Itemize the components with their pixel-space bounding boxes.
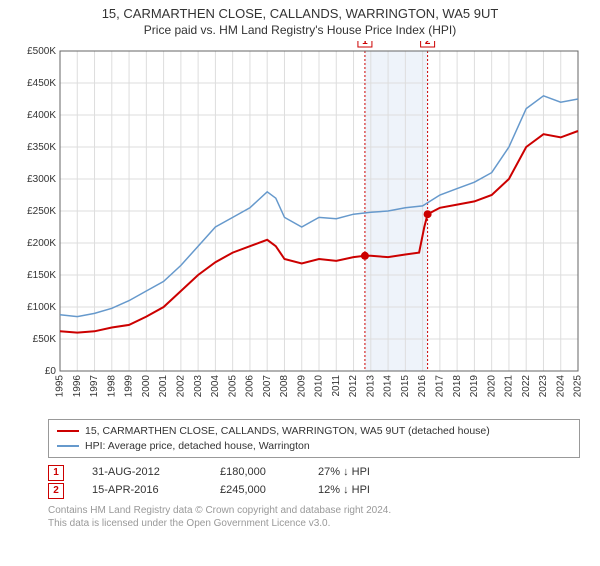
svg-text:£100K: £100K [27,302,56,313]
sale-price: £180,000 [220,464,290,482]
line-chart-svg: £0£50K£100K£150K£200K£250K£300K£350K£400… [18,41,588,411]
legend-swatch [57,445,79,447]
sale-row: 2 15-APR-2016 £245,000 12% ↓ HPI [48,482,580,500]
sale-hpi-diff: 27% ↓ HPI [318,464,408,482]
sale-badge: 2 [48,483,64,499]
svg-text:£350K: £350K [27,142,56,153]
svg-text:2018: 2018 [452,375,463,398]
svg-text:2009: 2009 [296,375,307,398]
sale-price: £245,000 [220,482,290,500]
svg-text:£300K: £300K [27,174,56,185]
svg-text:£500K: £500K [27,46,56,57]
legend-swatch [57,430,79,432]
svg-text:1: 1 [362,41,368,47]
chart-title: 15, CARMARTHEN CLOSE, CALLANDS, WARRINGT… [0,6,600,21]
svg-text:2015: 2015 [400,375,411,398]
legend-label: HPI: Average price, detached house, Warr… [85,439,310,454]
svg-text:2017: 2017 [435,375,446,398]
svg-text:2010: 2010 [314,375,325,398]
svg-text:2013: 2013 [365,375,376,398]
svg-text:1996: 1996 [72,375,83,398]
footer-line-1: Contains HM Land Registry data © Crown c… [48,504,580,517]
svg-text:1999: 1999 [124,375,135,398]
svg-text:2019: 2019 [469,375,480,398]
svg-text:2016: 2016 [417,375,428,398]
svg-text:1995: 1995 [55,375,66,398]
svg-text:£450K: £450K [27,78,56,89]
svg-text:1998: 1998 [106,375,117,398]
svg-text:2021: 2021 [504,375,515,398]
svg-text:1997: 1997 [89,375,100,398]
svg-text:2005: 2005 [227,375,238,398]
svg-text:2020: 2020 [486,375,497,398]
sale-badge: 1 [48,465,64,481]
footer-line-2: This data is licensed under the Open Gov… [48,517,580,530]
svg-text:2003: 2003 [193,375,204,398]
svg-text:2000: 2000 [141,375,152,398]
svg-text:2: 2 [425,41,431,47]
sale-date: 31-AUG-2012 [92,464,192,482]
sales-table: 1 31-AUG-2012 £180,000 27% ↓ HPI 2 15-APR-201… [48,464,580,499]
chart-plot-area: £0£50K£100K£150K£200K£250K£300K£350K£400… [18,41,588,411]
svg-text:£150K: £150K [27,270,56,281]
svg-text:2011: 2011 [331,375,342,397]
legend-box: 15, CARMARTHEN CLOSE, CALLANDS, WARRINGT… [48,419,580,458]
footer-attribution: Contains HM Land Registry data © Crown c… [48,504,580,530]
svg-text:2001: 2001 [158,375,169,398]
svg-text:2024: 2024 [555,375,566,398]
svg-text:2002: 2002 [176,375,187,398]
legend-label: 15, CARMARTHEN CLOSE, CALLANDS, WARRINGT… [85,424,490,439]
chart-subtitle: Price paid vs. HM Land Registry's House … [0,23,600,37]
svg-text:£250K: £250K [27,206,56,217]
svg-text:£400K: £400K [27,110,56,121]
svg-text:2004: 2004 [210,375,221,398]
svg-text:2025: 2025 [573,375,584,398]
svg-text:2023: 2023 [538,375,549,398]
svg-text:2006: 2006 [245,375,256,398]
legend-item: HPI: Average price, detached house, Warr… [57,439,571,454]
sale-row: 1 31-AUG-2012 £180,000 27% ↓ HPI [48,464,580,482]
svg-text:2007: 2007 [262,375,273,398]
sale-hpi-diff: 12% ↓ HPI [318,482,408,500]
sale-date: 15-APR-2016 [92,482,192,500]
svg-text:£200K: £200K [27,238,56,249]
svg-text:2012: 2012 [348,375,359,398]
legend-item: 15, CARMARTHEN CLOSE, CALLANDS, WARRINGT… [57,424,571,439]
svg-text:2008: 2008 [279,375,290,398]
svg-text:2022: 2022 [521,375,532,398]
svg-text:£50K: £50K [33,334,57,345]
chart-container: 15, CARMARTHEN CLOSE, CALLANDS, WARRINGT… [0,6,600,566]
svg-text:2014: 2014 [383,375,394,398]
